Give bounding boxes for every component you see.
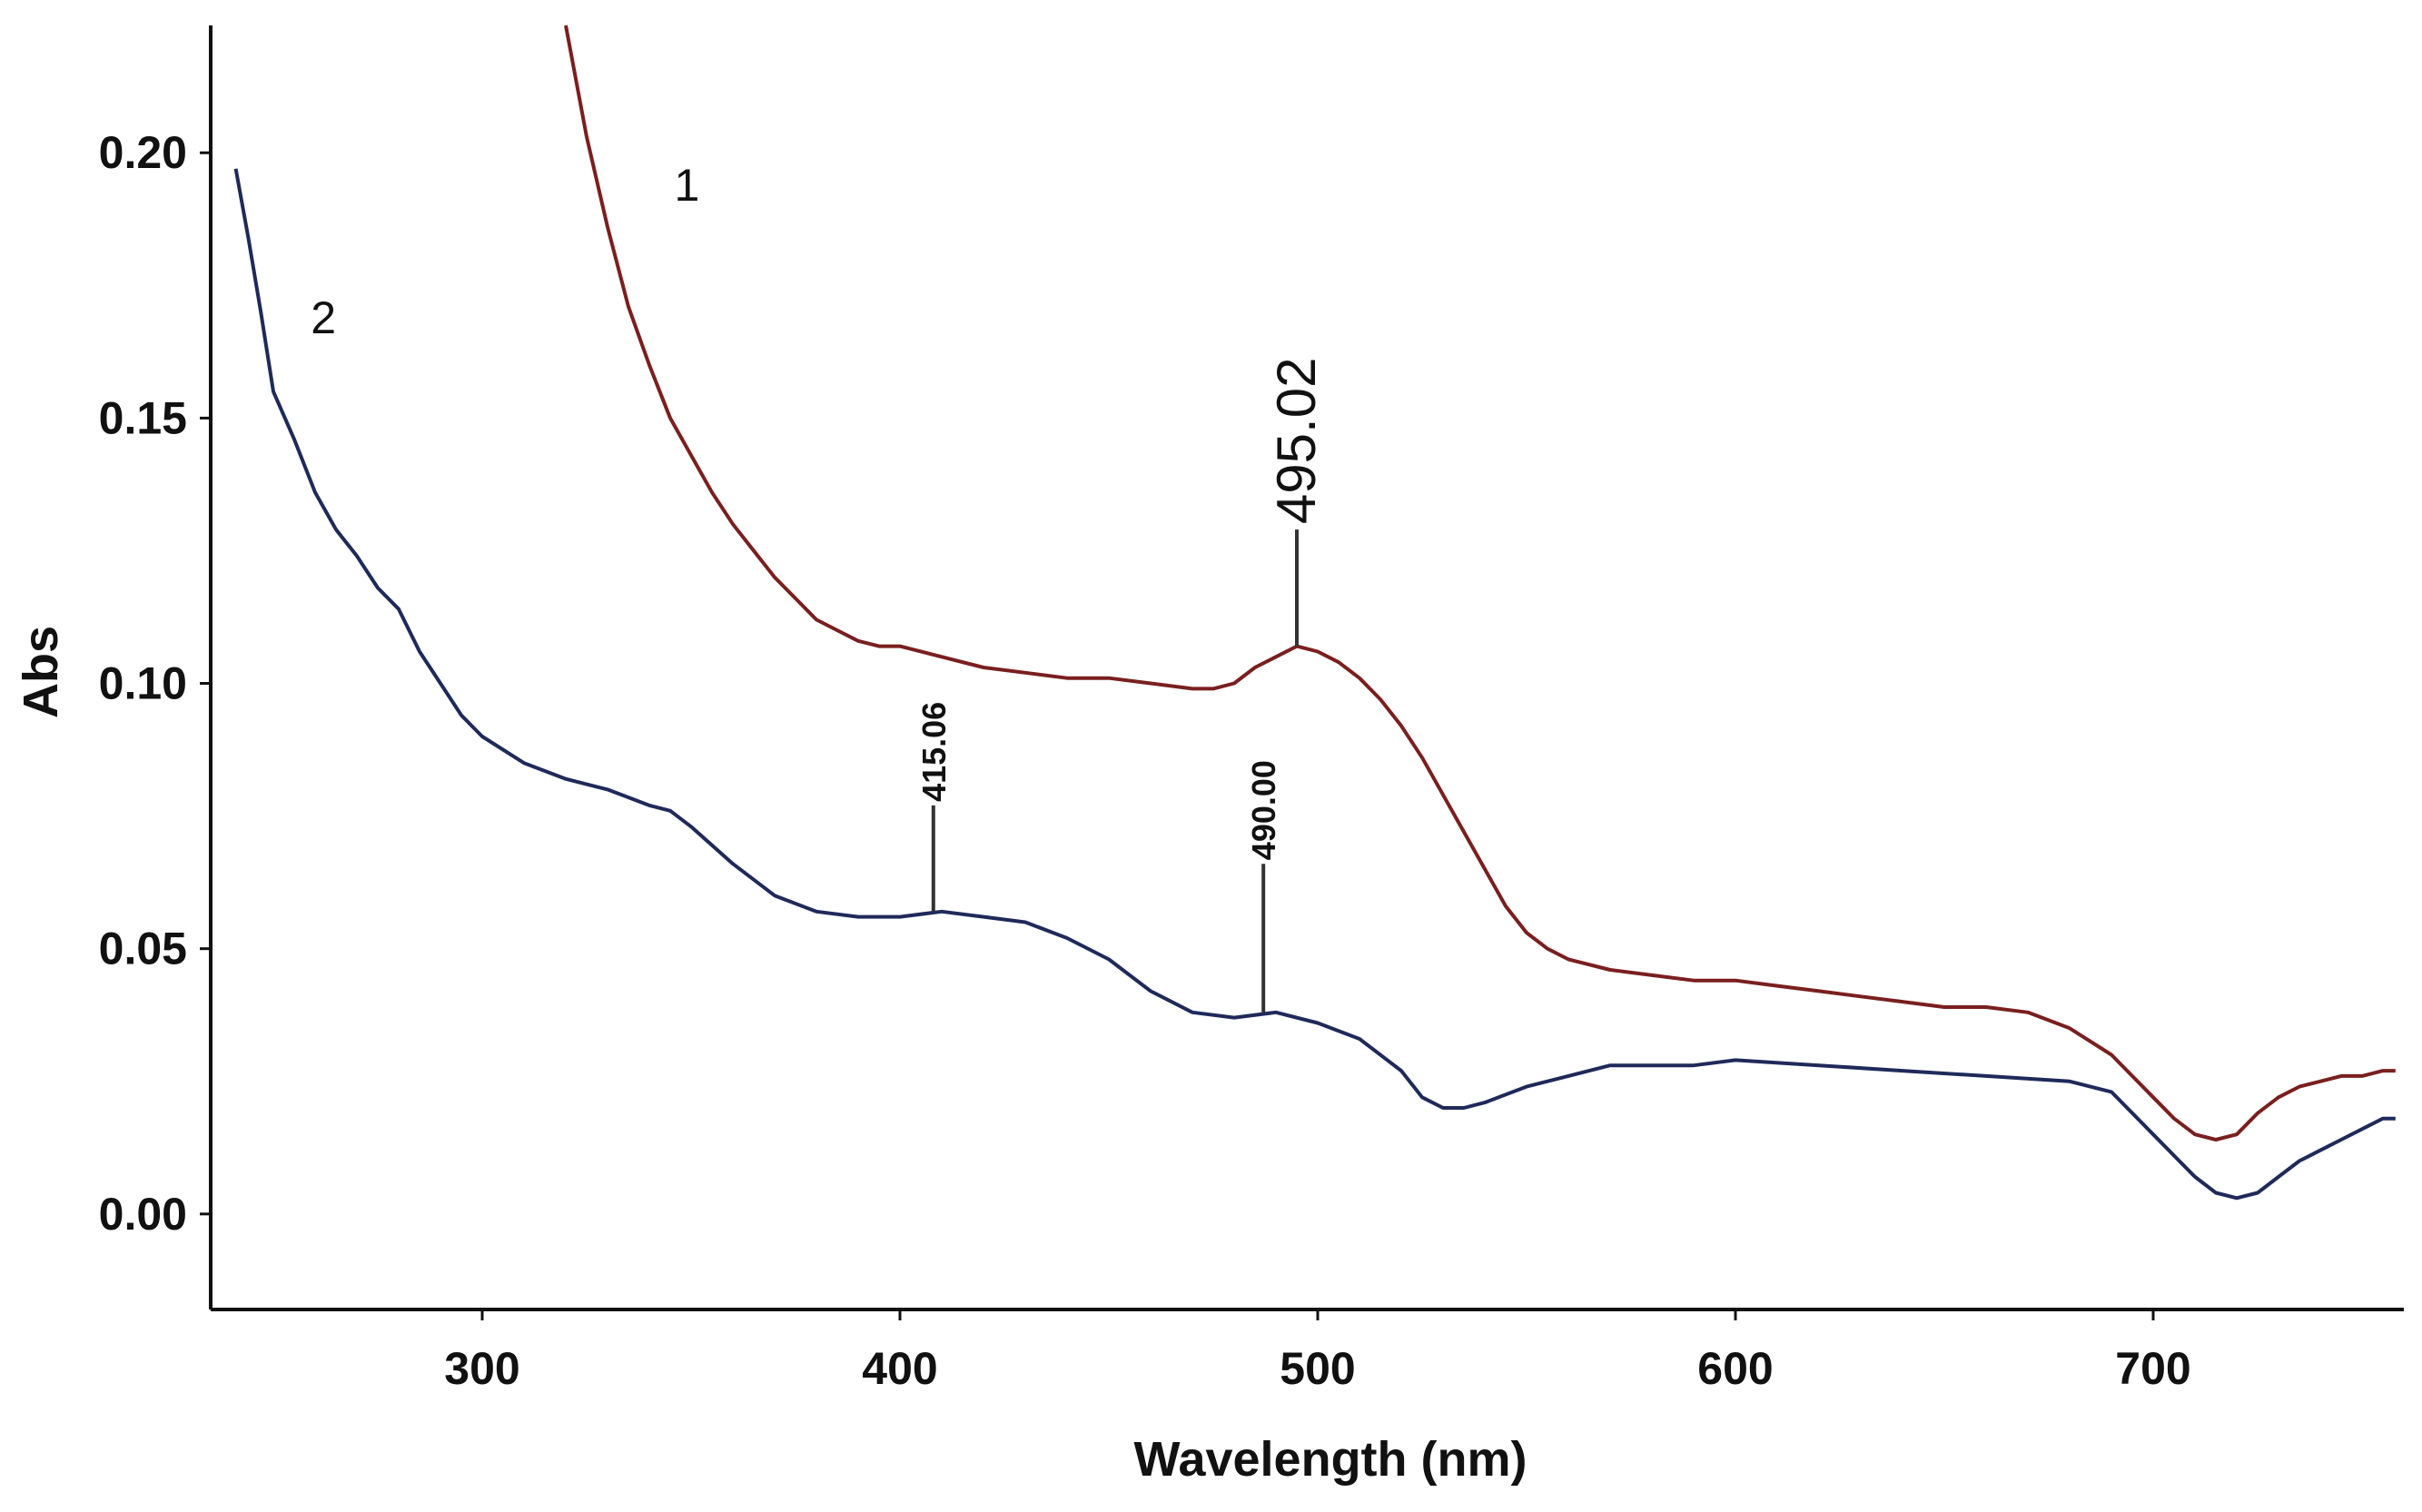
y-axis-title: Abs: [14, 626, 68, 718]
x-axis-title: Wavelength (nm): [1133, 1432, 1527, 1487]
series-1-line: [564, 25, 2396, 1141]
peak-label: 490.00: [1245, 760, 1282, 860]
x-ticks: 300 400 500 600 700: [444, 1309, 2191, 1394]
series-1-label: 1: [674, 160, 699, 211]
series-2-line: [233, 168, 2396, 1201]
annotation-layer: 1 495.02 2 415.06 490.00: [311, 160, 1327, 1013]
y-ticks: 0.00 0.05 0.10 0.15 0.20: [99, 127, 211, 1240]
x-tick-label: 300: [444, 1343, 519, 1394]
y-tick-label: 0.10: [99, 658, 187, 709]
series-2-label: 2: [311, 292, 336, 343]
peak-label: 415.06: [915, 702, 953, 802]
peak-label: 495.02: [1266, 358, 1327, 525]
y-tick-label: 0.00: [99, 1189, 187, 1240]
y-tick-label: 0.05: [99, 924, 187, 974]
y-tick-label: 0.15: [99, 392, 187, 443]
x-tick-label: 600: [1697, 1343, 1773, 1394]
x-tick-label: 700: [2115, 1343, 2190, 1394]
series-layer: [233, 25, 2396, 1201]
y-tick-label: 0.20: [99, 127, 187, 178]
x-tick-label: 500: [1280, 1343, 1355, 1394]
axes: [209, 25, 2404, 1311]
x-tick-label: 400: [862, 1343, 937, 1394]
